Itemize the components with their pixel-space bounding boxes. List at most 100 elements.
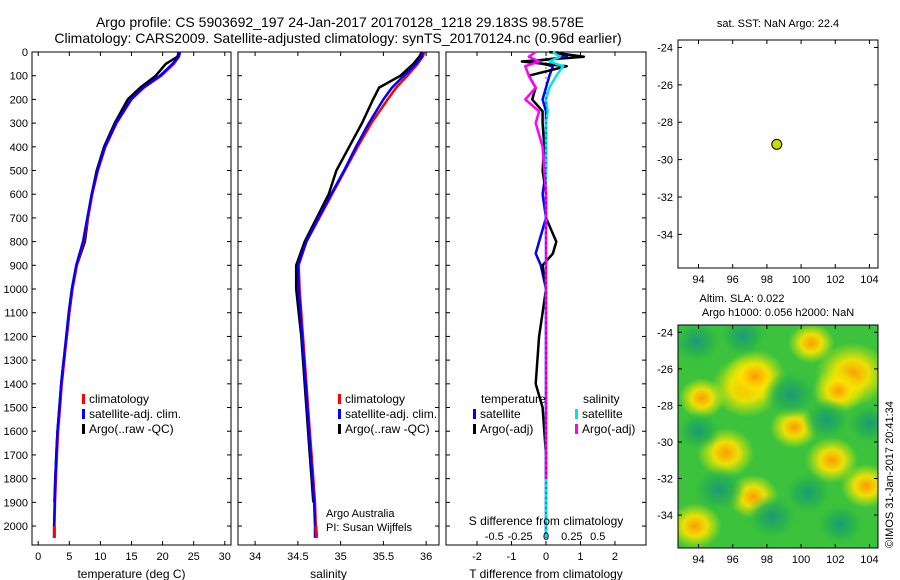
salinity-profile-xtick-label: 34.5: [287, 551, 308, 563]
depth-tick-label: 700: [10, 213, 28, 225]
sst-map-xtick-label: 96: [727, 274, 739, 286]
sst-map-xtick-label: 104: [860, 274, 878, 286]
salinity-profile-series-satellite-adj-clim-: [296, 51, 424, 538]
sla-map-ytick-label: -26: [657, 364, 673, 376]
diff-legend-swatch: [473, 424, 476, 434]
sla-high-anomaly: [678, 503, 722, 548]
temperature-profile-xtick-label: 25: [188, 551, 200, 563]
argo-position-marker: [771, 138, 783, 150]
salinity-profile-legend-label: climatology: [345, 392, 405, 406]
sst-map-ytick-label: -32: [657, 192, 673, 204]
sla-low-anomaly: [816, 503, 865, 546]
salinity-profile-legend-swatch: [338, 409, 341, 419]
temperature-profile-legend-label: satellite-adj. clim.: [89, 407, 181, 421]
credit-line2: PI: Susan Wijffels: [326, 522, 412, 534]
temperature-profile-xtick-label: 30: [219, 551, 231, 563]
sla-field: [678, 325, 878, 548]
temperature-profile-series-satellite-adj-clim-: [52, 51, 182, 538]
diff-legend-swatch: [575, 424, 578, 434]
sla-low-anomaly: [718, 325, 768, 358]
sla-low-anomaly: [692, 466, 746, 513]
diff-legend-temp-head: temperature: [481, 392, 546, 406]
sst-map-xtick-label: 94: [692, 274, 704, 286]
depth-tick-label: 2000: [4, 521, 28, 533]
diff-legend-label: Argo(-adj): [582, 422, 635, 436]
temperature-profile-xtick-label: 5: [66, 551, 72, 563]
watermark: ©IMOS 31-Jan-2017 20:41:34: [884, 401, 896, 548]
sla-map-xtick-label: 104: [860, 554, 878, 566]
temperature-profile-frame: [31, 51, 232, 546]
sdiff-xlabel: S difference from climatology: [469, 514, 624, 528]
difference-from-climatology-xtick-label: 2: [612, 551, 618, 563]
temperature-profile-xlabel: temperature (deg C): [77, 567, 185, 580]
temperature-profile-xtick-label: 15: [125, 551, 137, 563]
temperature-profile-legend-swatch: [82, 409, 85, 419]
depth-tick-label: 1100: [4, 308, 28, 320]
depth-tick-label: 1200: [4, 331, 28, 343]
sla-high-anomaly: [678, 377, 726, 419]
depth-tick-label: 200: [10, 94, 28, 106]
temperature-profile-legend-label: Argo(..raw -QC): [89, 422, 174, 436]
salinity-profile-legend-swatch: [338, 424, 341, 434]
header-line2: Climatology: CARS2009. Satellite-adjuste…: [54, 30, 621, 46]
depth-tick-label: 400: [10, 142, 28, 154]
salinity-profile-xtick-label: 36: [420, 551, 432, 563]
depth-tick-label: 800: [10, 237, 28, 249]
depth-tick-label: 0: [22, 47, 28, 59]
difference-from-climatology-xtick-label: 0: [543, 551, 549, 563]
sst-title: sat. SST: NaN Argo: 22.4: [717, 18, 839, 30]
sla-low-anomaly: [783, 471, 833, 515]
sla-high-anomaly: [840, 463, 878, 508]
diff-legend-sal-head: salinity: [583, 392, 620, 406]
sst-map-frame: [677, 39, 879, 269]
salinity-profile-clim-end: [314, 525, 319, 538]
sst-map-xtick-label: 100: [792, 274, 810, 286]
depth-tick-label: 1700: [4, 450, 28, 462]
depth-tick-label: 1400: [4, 379, 28, 391]
depth-tick-label: 900: [10, 260, 28, 272]
sla-high-anomaly: [805, 437, 859, 484]
depth-tick-label: 1600: [4, 426, 28, 438]
temperature-profile-xtick-label: 10: [94, 551, 106, 563]
diff-legend-label: satellite: [480, 407, 521, 421]
salinity-profile-frame: [237, 51, 440, 546]
sdiff-tick-label: 0.5: [590, 531, 605, 543]
sdiff-tick-label: -0.5: [485, 531, 504, 543]
sla-map-ytick-label: -34: [657, 510, 673, 522]
salinity-profile-xtick-label: 35.5: [373, 551, 394, 563]
temperature-profile-legend-swatch: [82, 394, 85, 404]
sla-low-anomaly: [846, 403, 878, 444]
sdiff-tick-label: 0.25: [561, 531, 582, 543]
diff-legend-label: satellite: [582, 407, 623, 421]
sdiff-tick-label: -0.25: [508, 531, 533, 543]
sla-high-anomaly: [787, 325, 835, 364]
depth-tick-label: 300: [10, 118, 28, 130]
difference-from-climatology-series-salinity-satellite: [544, 50, 565, 538]
sla-low-anomaly: [802, 398, 852, 442]
difference-from-climatology-xtick-label: 1: [577, 551, 583, 563]
sla-title2: Argo h1000: 0.056 h2000: NaN: [702, 307, 854, 319]
temperature-profile-xtick-label: 20: [156, 551, 168, 563]
diff-legend-swatch: [575, 409, 578, 419]
sla-low-anomaly: [745, 493, 799, 540]
diff-legend-swatch: [473, 409, 476, 419]
sla-map-ytick-label: -28: [657, 400, 673, 412]
depth-tick-label: 100: [10, 71, 28, 83]
difference-from-climatology-xlabel: T difference from climatology: [469, 567, 623, 580]
sla-map-ytick-label: -30: [657, 437, 673, 449]
diff-legend-label: Argo(-adj): [480, 422, 533, 436]
sla-low-anomaly: [763, 370, 819, 419]
depth-tick-label: 1000: [4, 284, 28, 296]
difference-from-climatology-series-temperature-argo-adj-: [520, 50, 586, 479]
temperature-profile-legend-label: climatology: [89, 392, 149, 406]
sla-title1: Altim. SLA: 0.022: [700, 293, 785, 305]
sla-map-xtick-label: 100: [792, 554, 810, 566]
sst-map-ytick-label: -34: [657, 229, 673, 241]
sla-low-anomaly: [678, 325, 723, 364]
sla-map-xtick-label: 102: [826, 554, 844, 566]
salinity-profile-legend-swatch: [338, 394, 341, 404]
salinity-profile-xtick-label: 35: [335, 551, 347, 563]
depth-tick-label: 1500: [4, 403, 28, 415]
difference-from-climatology-xtick-label: -1: [507, 551, 517, 563]
